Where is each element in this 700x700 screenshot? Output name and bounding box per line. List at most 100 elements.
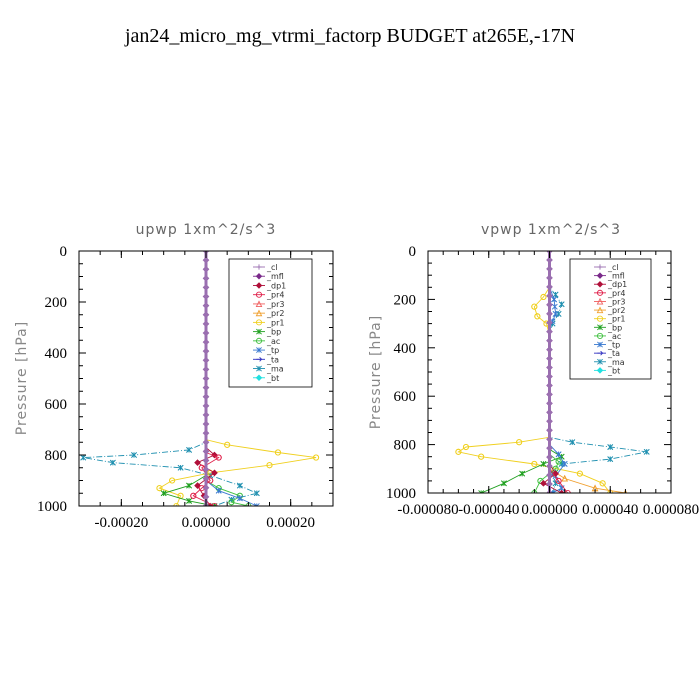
series-point-cl [546,274,553,282]
series-point-bp [540,461,547,467]
y-tick-label: 400 [394,341,417,357]
legend-marker [597,264,603,270]
y-tick-label: 1000 [37,499,67,515]
legend-marker [596,272,604,279]
legend-entry: _ac [266,337,280,346]
series-point-pr1 [224,441,231,448]
series-point-pr1 [274,449,282,456]
y-tick-label: 800 [45,448,68,464]
series-point-pr4 [190,492,197,499]
legend-entry: _tp [607,341,620,350]
legend-entry: _ma [266,365,284,374]
panel-title-vpwp: vpwp 1xm^2/s^3 [481,222,621,238]
series-point-cl [546,462,553,470]
series-point-cl [546,444,553,452]
series-point-cl [202,284,210,291]
series-point-ma [131,452,137,458]
series-point-ma [607,444,614,450]
series-line-pr1 [158,251,317,506]
legend-marker [255,337,263,344]
series-point-pr1 [455,448,462,455]
legend-marker [256,356,263,362]
series-point-tp [552,311,559,317]
series-point-ac [228,499,235,506]
series-point-pr1 [531,303,538,310]
series-point-bp [186,482,192,489]
series-point-cl [546,391,553,398]
series-point-dp1 [194,459,201,466]
legend-entry: _ac [607,332,621,341]
legend-marker [255,300,263,307]
legend-marker [256,264,262,270]
series-point-tp [253,503,260,506]
series-point-cl [546,283,553,291]
legend-marker [597,350,604,356]
series-point-dp1 [194,482,201,489]
series-point-cl [202,411,210,419]
legend-marker [256,328,262,335]
series-point-pr1 [516,439,523,446]
series-point-cl [202,420,210,428]
series-point-ma [236,482,243,489]
series-point-ma [186,446,192,453]
series-line-ma [83,251,259,506]
legend-marker [255,291,263,298]
series-point-cl [546,319,553,326]
y-tick-label: 1000 [386,486,416,502]
legend-marker [597,324,603,331]
series-point-bp [186,497,192,504]
legend-entry: _pr1 [607,315,625,324]
series-point-cl [202,329,210,337]
legend-marker [255,282,263,289]
x-tick-label: 0.00020 [266,515,315,531]
legend-marker [596,289,604,296]
series-point-ma [177,464,184,471]
legend-marker [596,297,604,305]
series-point-cl [546,292,553,300]
series-point-cl [546,400,553,407]
x-tick-label: -0.000040 [458,502,519,518]
series-point-pr1 [576,470,583,477]
legend-entry: _bp [607,323,622,332]
series-point-pr1 [462,443,470,451]
series-point-cl [202,320,210,328]
series-point-tp [551,303,558,310]
series-point-pr1 [169,477,176,484]
series-point-pr1 [540,293,547,301]
x-tick-label: -0.000080 [397,502,458,518]
series-point-ma [253,490,260,497]
series-point-cl [202,275,210,282]
series-point-cl [202,448,210,455]
legend-marker [256,365,262,372]
series-point-pr1 [156,485,163,492]
series-point-cl [202,293,210,300]
legend-entry: _pr2 [266,309,284,318]
legend-marker [596,332,604,339]
legend-entry: _dp1 [607,280,627,289]
legend-marker [255,319,263,326]
series-group [455,251,650,493]
series-point-dp1 [211,451,218,459]
series-point-cl [202,256,210,264]
series-point-ma [558,301,565,308]
series-point-cl [546,373,553,380]
legend-marker [255,374,263,382]
series-point-cl [202,484,210,492]
legend-entry: _ta [607,349,620,358]
legend: _cl_mfl_dp1_pr4_pr3_pr2_pr1_bp_ac_tp_ta_… [228,258,313,388]
series-point-tp [236,495,243,502]
legend-marker [596,306,604,314]
legend-marker [596,280,604,288]
legend-box [569,258,652,380]
legend-entry: _bp [266,328,281,337]
plot-area-upwp: 0 200 400 600 800 1000 -0.00020 0.00000 0.00020 _… [37,244,334,531]
series-point-cl [202,375,210,382]
y-tick-label: 600 [45,397,68,413]
series-point-tp [215,487,222,494]
series-point-cl [546,265,553,273]
series-point-bp [478,490,485,493]
y-tick-label: 800 [394,438,417,454]
legend-marker [255,272,263,280]
series-point-ma [552,291,559,298]
y-tick-label: 0 [60,244,68,260]
